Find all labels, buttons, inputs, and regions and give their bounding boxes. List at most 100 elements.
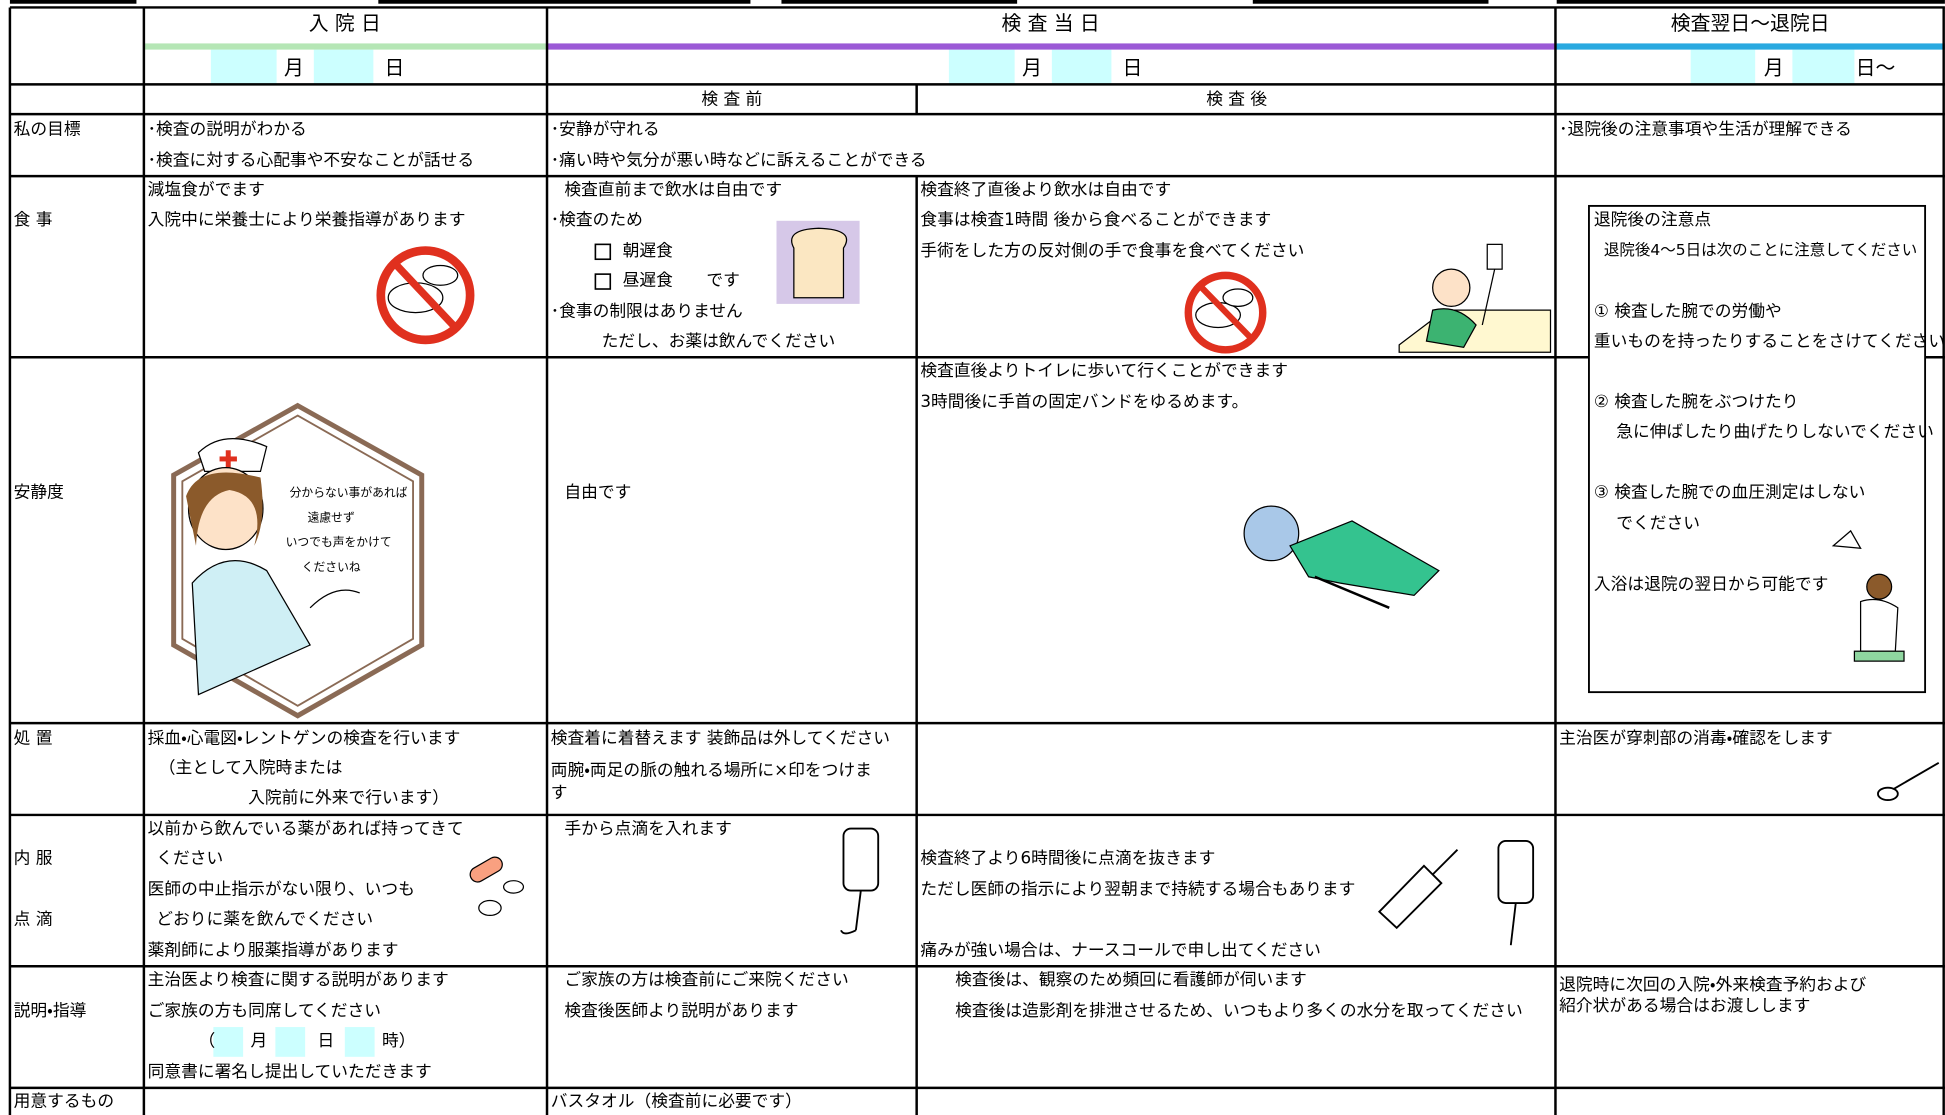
cell-text: 採血・心電図・レントゲンの検査を行います	[147, 728, 461, 749]
cell-text: ください	[156, 848, 224, 869]
swab-icon	[1877, 762, 1940, 801]
day-heading: 検 査 当 日	[1001, 11, 1100, 35]
date-label: 日	[384, 55, 405, 80]
bar-admission	[143, 43, 548, 50]
cell-text: 朝遅食	[622, 240, 673, 261]
cell-text: 手術をした方の反対側の手で食事を食べてください	[920, 240, 1305, 261]
date-label: 日～	[1855, 55, 1896, 80]
cell-text: ご家族の方も同席してください	[147, 1001, 382, 1022]
cell-text: す	[550, 783, 568, 803]
row-label: 食 事	[13, 209, 53, 230]
day-heading: 入 院 日	[308, 11, 381, 35]
cell-text: 主治医が穿刺部の消毒・確認をします	[1559, 728, 1833, 749]
cell-text: 食事は検査1時間 後から食べることができます	[920, 209, 1272, 230]
cell-text: 検査後は、観察のため頻回に看護師が伺います	[955, 970, 1307, 991]
cell-text: 両腕・両足の脈の触れる場所に×印をつけま	[550, 760, 872, 781]
cell-text: 検査直前まで飲水は自由です	[564, 180, 783, 201]
cell-text: ･安静が守れる	[550, 119, 660, 140]
syringe-icon	[1377, 849, 1459, 930]
meal-icon	[1184, 271, 1267, 354]
cell-text: 減塩食がでます	[147, 180, 265, 201]
row-label: 私の目標	[13, 119, 81, 140]
row-label: 処 置	[13, 728, 53, 749]
date-label: 日	[1122, 55, 1143, 80]
cell-text: 検査終了より6時間後に点滴を抜きます	[920, 848, 1216, 869]
cell-text: 主治医より検査に関する説明があります	[147, 970, 449, 991]
cell-text: ただし、お薬は飲んでください	[601, 331, 836, 352]
cell-text: 日	[317, 1031, 335, 1051]
cell-text: 3時間後に手首の固定バンドをゆるめます。	[920, 392, 1249, 413]
cell-text: 検査後医師より説明があります	[564, 1001, 799, 1022]
cell-text: 入院中に栄養士により栄養指導があります	[147, 209, 466, 230]
phase-heading: 検 査 後	[1206, 89, 1268, 110]
cell-text: 検査直後よりトイレに歩いて行くことができます	[920, 361, 1288, 382]
cell-text: 自由です	[564, 482, 632, 503]
cell-text: 痛みが強い場合は、ナースコールで申し出てください	[920, 940, 1321, 961]
cell-text: 同意書に署名し提出していただきます	[147, 1062, 432, 1082]
row-label: 内 服	[13, 848, 53, 869]
cell-text: バスタオル（検査前に必要です）	[550, 1091, 802, 1112]
day-heading: 検査翌日～退院日	[1670, 11, 1830, 35]
cell-text: いつでも声をかけて	[285, 536, 392, 550]
cell-text: 遠慮せず	[307, 511, 355, 525]
cell-text: 検査終了直後より飲水は自由です	[920, 180, 1172, 201]
cell-text: ･検査に対する心配事や不安なことが話せる	[147, 150, 475, 171]
notice-text: ① 検査した腕での労働や	[1593, 301, 1782, 322]
cell-text: （	[198, 1031, 216, 1051]
cell-text: 以前から飲んでいる薬があれば持ってきて	[147, 818, 464, 839]
cell-text: 昼遅食 です	[622, 270, 740, 291]
cell-text: くださいね	[301, 560, 361, 575]
notice-text: 重いものを持ったりすることをさけてください	[1593, 331, 1945, 352]
notice-text: ③ 検査した腕での血圧測定はしない	[1593, 482, 1866, 503]
notice-title: 退院後の注意点	[1593, 209, 1712, 230]
cell-text: ご家族の方は検査前にご来院ください	[564, 970, 849, 991]
bathing-icon	[1831, 529, 1905, 662]
cell-text: ･食事の制限はありません	[550, 301, 743, 322]
notice-subtitle: 退院後4～5日は次のことに注意してください	[1603, 240, 1918, 259]
date-label: 月	[1763, 55, 1784, 80]
row-label: 説明・指導	[13, 1001, 87, 1022]
cell-text: ･検査のため	[550, 209, 643, 230]
meal-icon	[376, 246, 475, 345]
bar-exam-day	[547, 43, 1556, 50]
checkboxes	[594, 243, 612, 290]
iv-bag-icon	[840, 827, 1535, 946]
cell-text: 時）	[382, 1031, 416, 1051]
cell-text: 月	[250, 1031, 268, 1051]
bread-icon	[776, 220, 860, 304]
top-rules	[9, 0, 1945, 4]
grid-lines	[8, 6, 1945, 1115]
row-label: 点 滴	[13, 909, 53, 930]
cell-text: 紹介状がある場合はお渡しします	[1559, 996, 1811, 1017]
cell-text: 手から点滴を入れます	[564, 818, 732, 839]
lying-patient-icon	[1243, 505, 1440, 609]
phase-heading: 検 査 前	[701, 89, 763, 110]
nurse-illustration	[171, 402, 425, 719]
notice-text: ② 検査した腕をぶつけたり	[1593, 392, 1799, 413]
cell-text: 薬剤師により服薬指導があります	[147, 940, 399, 961]
date-label: 月	[284, 55, 304, 80]
cell-text: 検査着に着替えます 装飾品は外してください	[550, 728, 890, 749]
cell-text: 医師の中止指示がない限り、いつも	[147, 879, 415, 900]
cell-text: ･退院後の注意事項や生活が理解できる	[1559, 119, 1852, 140]
row-label: 安静度	[13, 482, 64, 503]
cell-text: 退院時に次回の入院・外来検査予約および	[1559, 975, 1867, 996]
notice-text: 急に伸ばしたり曲げたりしないでください	[1616, 422, 1934, 442]
cell-text: ･痛い時や気分が悪い時などに訴えることができる	[550, 150, 927, 171]
date-boxes	[210, 49, 1855, 1057]
cell-text: 入院前に外来で行います）	[248, 787, 450, 808]
cell-text: ただし医師の指示により翌朝まで持続する場合もあります	[920, 879, 1356, 900]
patient-bed-icon	[1398, 243, 1552, 353]
notice-text: 入浴は退院の翌日から可能です	[1593, 574, 1829, 595]
notice-text: でください	[1616, 513, 1700, 534]
pill-icon	[469, 856, 525, 917]
date-label: 月	[1022, 55, 1042, 80]
cell-text: 検査後は造影剤を排泄させるため、いつもより多くの水分を取ってください	[955, 1001, 1523, 1022]
bar-discharge	[1555, 43, 1945, 50]
cell-text: （主として入院時または	[158, 758, 343, 779]
cell-text: 分からない事があれば	[289, 486, 408, 501]
row-label: 用意するもの	[13, 1091, 115, 1112]
